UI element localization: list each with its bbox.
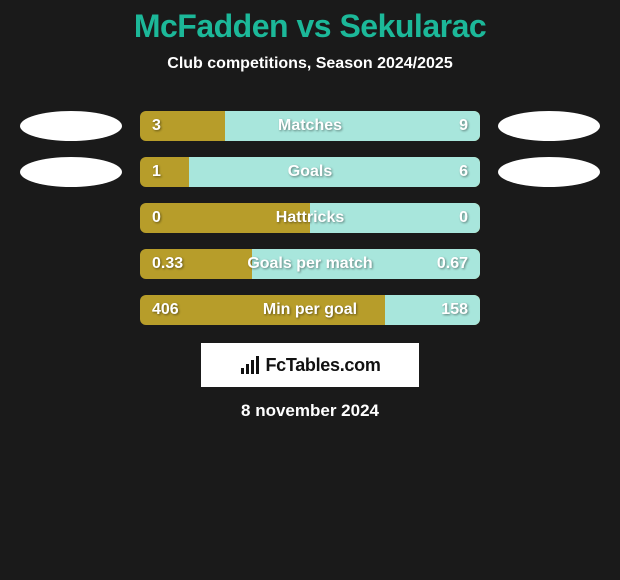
- player-right-avatar: [498, 157, 600, 187]
- stat-left-value: 0.33: [152, 255, 183, 273]
- stat-row: 0 Hattricks 0: [0, 203, 620, 233]
- stat-label: Matches: [278, 117, 342, 135]
- stat-row: 3 Matches 9: [0, 111, 620, 141]
- stat-bar: 406 Min per goal 158: [140, 295, 480, 325]
- player-right-avatar: [498, 111, 600, 141]
- stat-right-value: 6: [459, 163, 468, 181]
- stat-row: 0.33 Goals per match 0.67: [0, 249, 620, 279]
- stat-bar: 3 Matches 9: [140, 111, 480, 141]
- stat-right-value: 9: [459, 117, 468, 135]
- stat-left-value: 3: [152, 117, 161, 135]
- attribution-logo: FcTables.com: [201, 343, 419, 387]
- stat-row: 406 Min per goal 158: [0, 295, 620, 325]
- stat-bar: 0.33 Goals per match 0.67: [140, 249, 480, 279]
- bar-chart-icon: [239, 354, 261, 376]
- player-left-avatar: [20, 111, 122, 141]
- logo-text: FcTables.com: [265, 355, 380, 376]
- stat-right-value: 0: [459, 209, 468, 227]
- stat-bar-right-fill: [189, 157, 480, 187]
- stat-bar-right-fill: [225, 111, 480, 141]
- stat-left-value: 1: [152, 163, 161, 181]
- stat-right-value: 158: [441, 301, 468, 319]
- player-left-avatar: [20, 157, 122, 187]
- stat-label: Goals per match: [247, 255, 372, 273]
- stat-bar: 1 Goals 6: [140, 157, 480, 187]
- stat-label: Goals: [288, 163, 332, 181]
- stat-label: Min per goal: [263, 301, 357, 319]
- stat-left-value: 0: [152, 209, 161, 227]
- stat-rows-container: 3 Matches 9 1 Goals 6 0 Hattricks 0 0.33 Goals per…: [0, 111, 620, 325]
- comparison-subtitle: Club competitions, Season 2024/2025: [0, 55, 620, 73]
- stat-row: 1 Goals 6: [0, 157, 620, 187]
- stat-left-value: 406: [152, 301, 179, 319]
- stat-right-value: 0.67: [437, 255, 468, 273]
- snapshot-date: 8 november 2024: [0, 401, 620, 421]
- comparison-title: McFadden vs Sekularac: [0, 8, 620, 45]
- stat-label: Hattricks: [276, 209, 344, 227]
- stat-bar: 0 Hattricks 0: [140, 203, 480, 233]
